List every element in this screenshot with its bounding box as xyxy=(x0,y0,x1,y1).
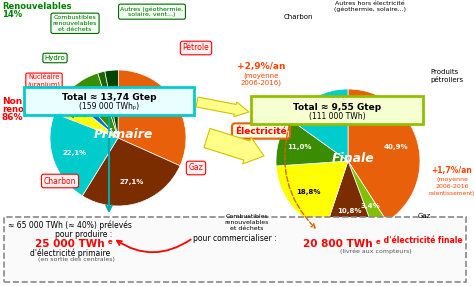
Text: e: e xyxy=(376,239,381,245)
Wedge shape xyxy=(325,161,373,233)
Text: Primaire: Primaire xyxy=(93,128,153,142)
Wedge shape xyxy=(98,71,118,138)
FancyArrowPatch shape xyxy=(117,240,191,252)
Text: 11,0%: 11,0% xyxy=(287,144,312,150)
Text: (livrée aux compteurs): (livrée aux compteurs) xyxy=(340,249,411,255)
Text: Autres (géothermie,
solaire, vent...): Autres (géothermie, solaire, vent...) xyxy=(120,6,183,17)
Text: 2,6%: 2,6% xyxy=(75,103,94,109)
Text: 14%: 14% xyxy=(2,10,22,19)
Text: Autres hors électricité
(géothermie, solaire...): Autres hors électricité (géothermie, sol… xyxy=(334,1,406,12)
Wedge shape xyxy=(276,119,348,166)
Wedge shape xyxy=(290,89,348,161)
Text: 4,9%: 4,9% xyxy=(68,112,88,118)
Text: Hydro: Hydro xyxy=(45,55,65,61)
Text: Gaz: Gaz xyxy=(189,164,203,172)
Text: 31,7%: 31,7% xyxy=(145,110,169,116)
Text: Combustibles
renouvelables
et déchets: Combustibles renouvelables et déchets xyxy=(53,15,97,31)
Text: 22,1%: 22,1% xyxy=(62,150,86,156)
Text: d'électricité primaire: d'électricité primaire xyxy=(30,249,110,259)
Wedge shape xyxy=(50,113,118,196)
Text: Non: Non xyxy=(2,96,22,106)
Text: e: e xyxy=(108,239,113,245)
Bar xyxy=(4,217,466,282)
Wedge shape xyxy=(55,95,118,138)
Wedge shape xyxy=(65,87,118,138)
Text: Électricité: Électricité xyxy=(235,126,287,136)
Text: Charbon: Charbon xyxy=(44,176,76,186)
Wedge shape xyxy=(276,161,348,229)
Text: (en sortie des centrales): (en sortie des centrales) xyxy=(38,257,115,262)
Text: +1,7%/an: +1,7%/an xyxy=(431,166,473,176)
FancyArrow shape xyxy=(196,97,249,117)
Text: 18,8%: 18,8% xyxy=(296,189,320,195)
Wedge shape xyxy=(82,138,180,206)
Text: 15,1%: 15,1% xyxy=(313,113,337,119)
Text: (159 000 TWhₚ): (159 000 TWhₚ) xyxy=(79,102,139,112)
Wedge shape xyxy=(118,70,186,166)
Text: Total ≈ 13,74 Gtep: Total ≈ 13,74 Gtep xyxy=(62,94,156,102)
FancyArrowPatch shape xyxy=(285,126,315,228)
Text: 2006-2016): 2006-2016) xyxy=(240,80,282,86)
Text: 10,8%: 10,8% xyxy=(337,208,361,214)
Text: +2,9%/an: +2,9%/an xyxy=(237,61,285,71)
Text: 40,9%: 40,9% xyxy=(384,144,409,150)
Text: Charbon: Charbon xyxy=(283,14,313,20)
Text: 3,4%: 3,4% xyxy=(361,203,381,209)
Text: pour produire :: pour produire : xyxy=(55,230,112,239)
Text: 27,1%: 27,1% xyxy=(119,179,144,185)
Text: 2006-2016: 2006-2016 xyxy=(435,184,469,188)
Wedge shape xyxy=(73,73,118,138)
Text: (111 000 TWh): (111 000 TWh) xyxy=(309,112,365,120)
Text: 1,7%: 1,7% xyxy=(97,90,117,96)
Wedge shape xyxy=(348,89,420,222)
Text: 25 000 TWh: 25 000 TWh xyxy=(35,239,105,249)
Text: 6,8%: 6,8% xyxy=(85,95,105,101)
Text: Produits
pétroliers: Produits pétroliers xyxy=(430,69,463,83)
FancyBboxPatch shape xyxy=(24,87,194,115)
Text: Gaz: Gaz xyxy=(418,213,431,219)
Text: 86%: 86% xyxy=(2,112,24,122)
Text: Nucléaire
(uranium): Nucléaire (uranium) xyxy=(27,74,61,88)
Text: 20 800 TWh: 20 800 TWh xyxy=(303,239,373,249)
Text: ≈ 65 000 TWh (≈ 40%) prélevés: ≈ 65 000 TWh (≈ 40%) prélevés xyxy=(8,221,132,231)
Text: (moyenne: (moyenne xyxy=(243,73,279,79)
FancyBboxPatch shape xyxy=(251,96,423,124)
Text: pour commercialiser :: pour commercialiser : xyxy=(193,234,277,243)
Text: Finale: Finale xyxy=(332,152,374,164)
Wedge shape xyxy=(105,70,118,138)
Text: Renouvelables: Renouvelables xyxy=(2,2,72,11)
Wedge shape xyxy=(348,161,387,229)
Text: d'électricité finale: d'électricité finale xyxy=(381,236,463,245)
Text: (moyenne: (moyenne xyxy=(436,176,468,182)
Text: Pétrole: Pétrole xyxy=(182,43,210,53)
Text: renouvelables: renouvelables xyxy=(2,104,69,114)
FancyArrow shape xyxy=(204,128,264,164)
Text: ralentissement): ralentissement) xyxy=(428,190,474,196)
Text: Combustibles
renouvelables
et déchets: Combustibles renouvelables et déchets xyxy=(225,214,269,231)
Text: Total ≈ 9,55 Gtep: Total ≈ 9,55 Gtep xyxy=(293,102,381,112)
